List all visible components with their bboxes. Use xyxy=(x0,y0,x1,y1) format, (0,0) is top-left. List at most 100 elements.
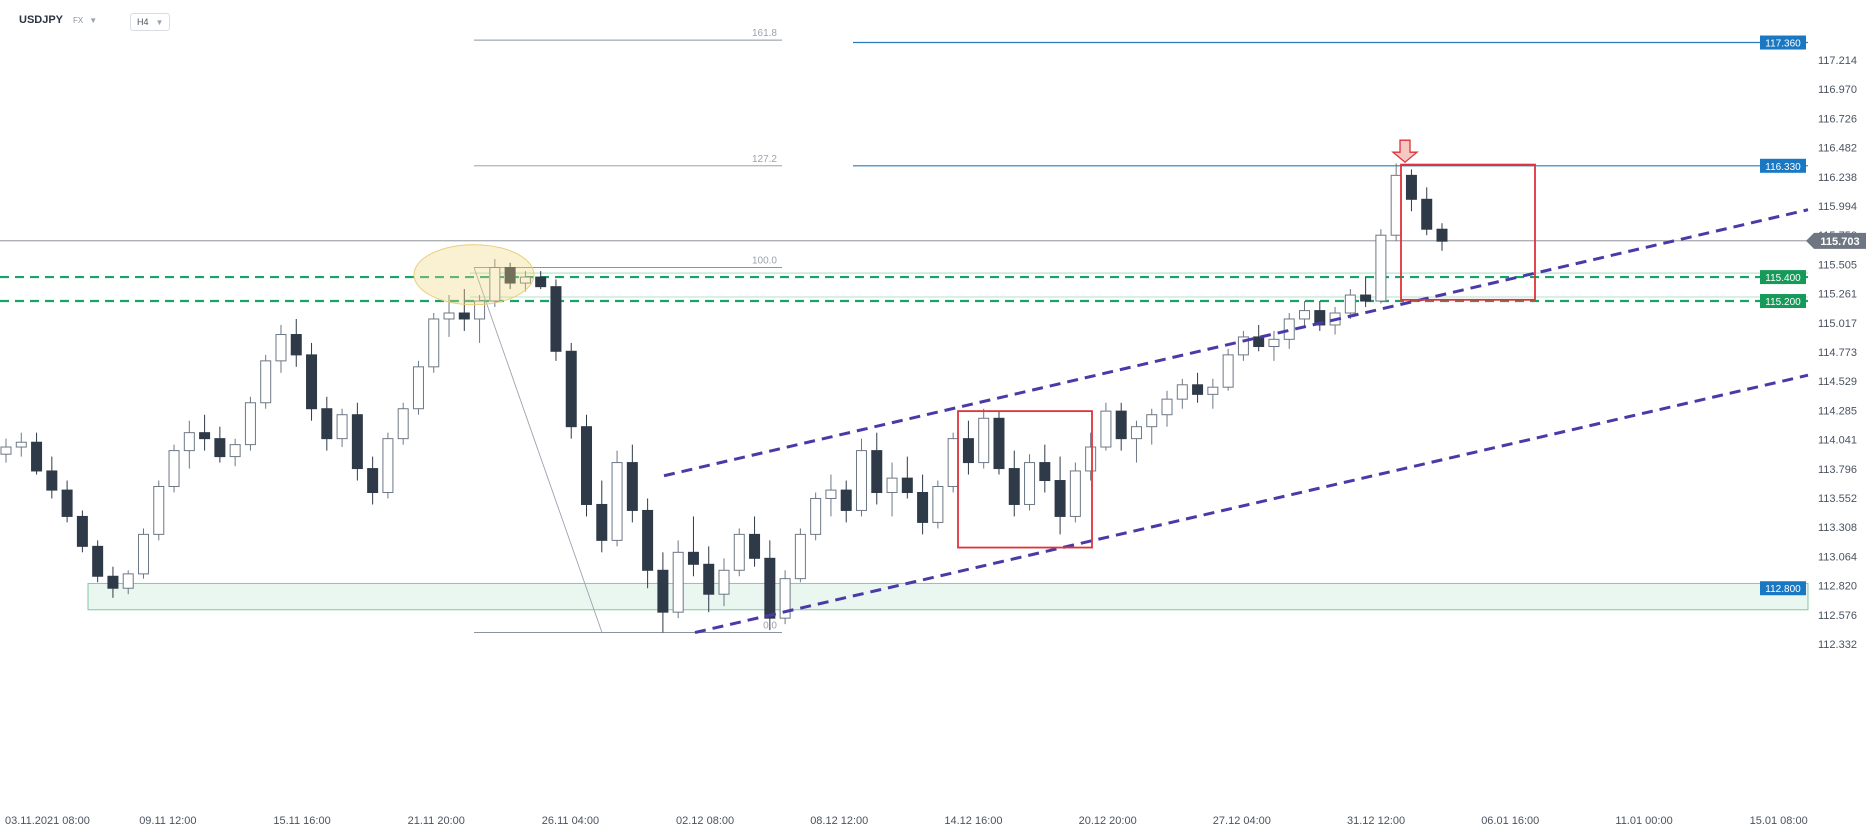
horizontal-levels-layer xyxy=(0,41,1808,303)
x-tick-label: 03.11.2021 08:00 xyxy=(5,815,90,827)
ellipse-highlight xyxy=(413,244,535,306)
candle-body xyxy=(489,267,501,302)
x-tick-label: 08.12 12:00 xyxy=(810,815,868,827)
candle-body xyxy=(229,444,241,458)
y-tick-label: 114.529 xyxy=(1818,376,1857,388)
x-tick-label: 09.11 12:00 xyxy=(139,815,196,827)
candle-body xyxy=(1375,234,1387,302)
candle-body xyxy=(1344,294,1356,314)
candle-body xyxy=(382,438,394,493)
x-tick-label: 27.12 04:00 xyxy=(1213,815,1271,827)
symbol-bar: USDJPY FX ▼ xyxy=(0,8,97,32)
candle-body xyxy=(412,366,424,410)
candle-body xyxy=(947,438,959,488)
candle-body xyxy=(46,470,58,491)
chevron-down-icon: ▼ xyxy=(155,17,164,27)
candle-body xyxy=(76,515,88,547)
candle-body xyxy=(611,462,623,541)
candle-body xyxy=(397,408,409,440)
candle-body xyxy=(183,432,195,452)
candle-body xyxy=(367,468,379,493)
candle-body xyxy=(1192,384,1204,395)
y-tick-label: 115.017 xyxy=(1818,318,1857,330)
timeframe-selector[interactable]: H4 ▼ xyxy=(130,13,171,31)
y-tick-label: 112.332 xyxy=(1818,639,1857,651)
candle-body xyxy=(428,318,440,368)
y-tick-label: 113.552 xyxy=(1818,493,1857,505)
price-tag-bg xyxy=(1760,294,1806,309)
y-tick-label: 113.064 xyxy=(1818,551,1857,563)
candle-body xyxy=(672,551,684,613)
price-tag: 115.200 xyxy=(1765,297,1801,308)
y-tick-label: 116.970 xyxy=(1818,84,1857,96)
candle-body xyxy=(1161,398,1173,416)
candle-body xyxy=(855,450,867,511)
candle-body xyxy=(290,334,302,356)
candle-body xyxy=(15,441,27,448)
candle-body xyxy=(61,489,73,517)
fib-level-label: 127.2 xyxy=(752,154,777,165)
candle-body xyxy=(306,354,318,410)
candle-body xyxy=(718,569,730,595)
fib-swing-line xyxy=(473,267,603,633)
x-tick-label: 06.01 16:00 xyxy=(1481,815,1539,827)
candle-body xyxy=(260,360,272,404)
candle-body xyxy=(642,509,654,571)
candle-body xyxy=(1390,174,1402,236)
candle-body xyxy=(474,300,486,320)
x-tick-label: 14.12 16:00 xyxy=(944,815,1002,827)
candle-body xyxy=(1237,336,1249,356)
candle-body xyxy=(1054,480,1066,517)
x-tick-label: 15.01 08:00 xyxy=(1750,815,1808,827)
candle-body xyxy=(596,503,608,541)
price-tag: 112.800 xyxy=(1765,584,1801,595)
candle-body xyxy=(703,563,715,595)
candle-body xyxy=(978,417,990,464)
y-tick-label: 117.214 xyxy=(1818,55,1857,67)
candle-body xyxy=(1069,470,1081,517)
price-tag: 117.360 xyxy=(1765,39,1801,50)
fib-level-label: 161.8 xyxy=(752,28,777,39)
candle-body xyxy=(92,545,104,577)
y-tick-label: 113.308 xyxy=(1818,522,1857,534)
y-tick-label: 114.773 xyxy=(1818,347,1857,359)
arrow-down-icon xyxy=(1391,139,1419,164)
candle-body xyxy=(1314,310,1326,326)
y-tick-label: 115.994 xyxy=(1818,201,1857,213)
y-tick-label: 116.238 xyxy=(1818,172,1857,184)
symbol-name[interactable]: USDJPY xyxy=(19,14,64,26)
y-tick-label: 113.796 xyxy=(1818,464,1857,476)
x-tick-label: 31.12 12:00 xyxy=(1347,815,1405,827)
candle-body xyxy=(1405,174,1417,200)
candle-body xyxy=(1283,318,1295,340)
candle-body xyxy=(1360,294,1372,302)
candle-body xyxy=(107,575,119,589)
candle-body xyxy=(122,573,134,589)
candle-body xyxy=(657,569,669,613)
candle-body xyxy=(810,497,822,535)
y-tick-label: 112.820 xyxy=(1818,581,1857,593)
market-label: FX xyxy=(73,15,84,25)
candle-body xyxy=(1115,410,1127,440)
candle-body xyxy=(1436,228,1448,242)
candle-body xyxy=(519,276,531,284)
channel-upper-line xyxy=(663,208,1809,478)
candle-body xyxy=(214,438,226,458)
candle-body xyxy=(550,286,562,352)
candle-body xyxy=(962,438,974,464)
market-selector[interactable]: FX ▼ xyxy=(73,16,97,25)
support-zone-layer xyxy=(87,582,1809,611)
y-tick-label: 114.285 xyxy=(1818,405,1857,417)
candle-body xyxy=(1253,336,1265,347)
candle-body xyxy=(137,533,149,575)
candle-body xyxy=(168,450,180,488)
candle-body xyxy=(1207,386,1219,395)
candle-body xyxy=(886,477,898,493)
x-tick-label: 15.11 16:00 xyxy=(273,815,330,827)
timeframe-label: H4 xyxy=(137,17,149,27)
y-tick-label: 116.482 xyxy=(1818,143,1857,155)
candle-body xyxy=(244,402,256,446)
candle-body xyxy=(321,408,333,440)
